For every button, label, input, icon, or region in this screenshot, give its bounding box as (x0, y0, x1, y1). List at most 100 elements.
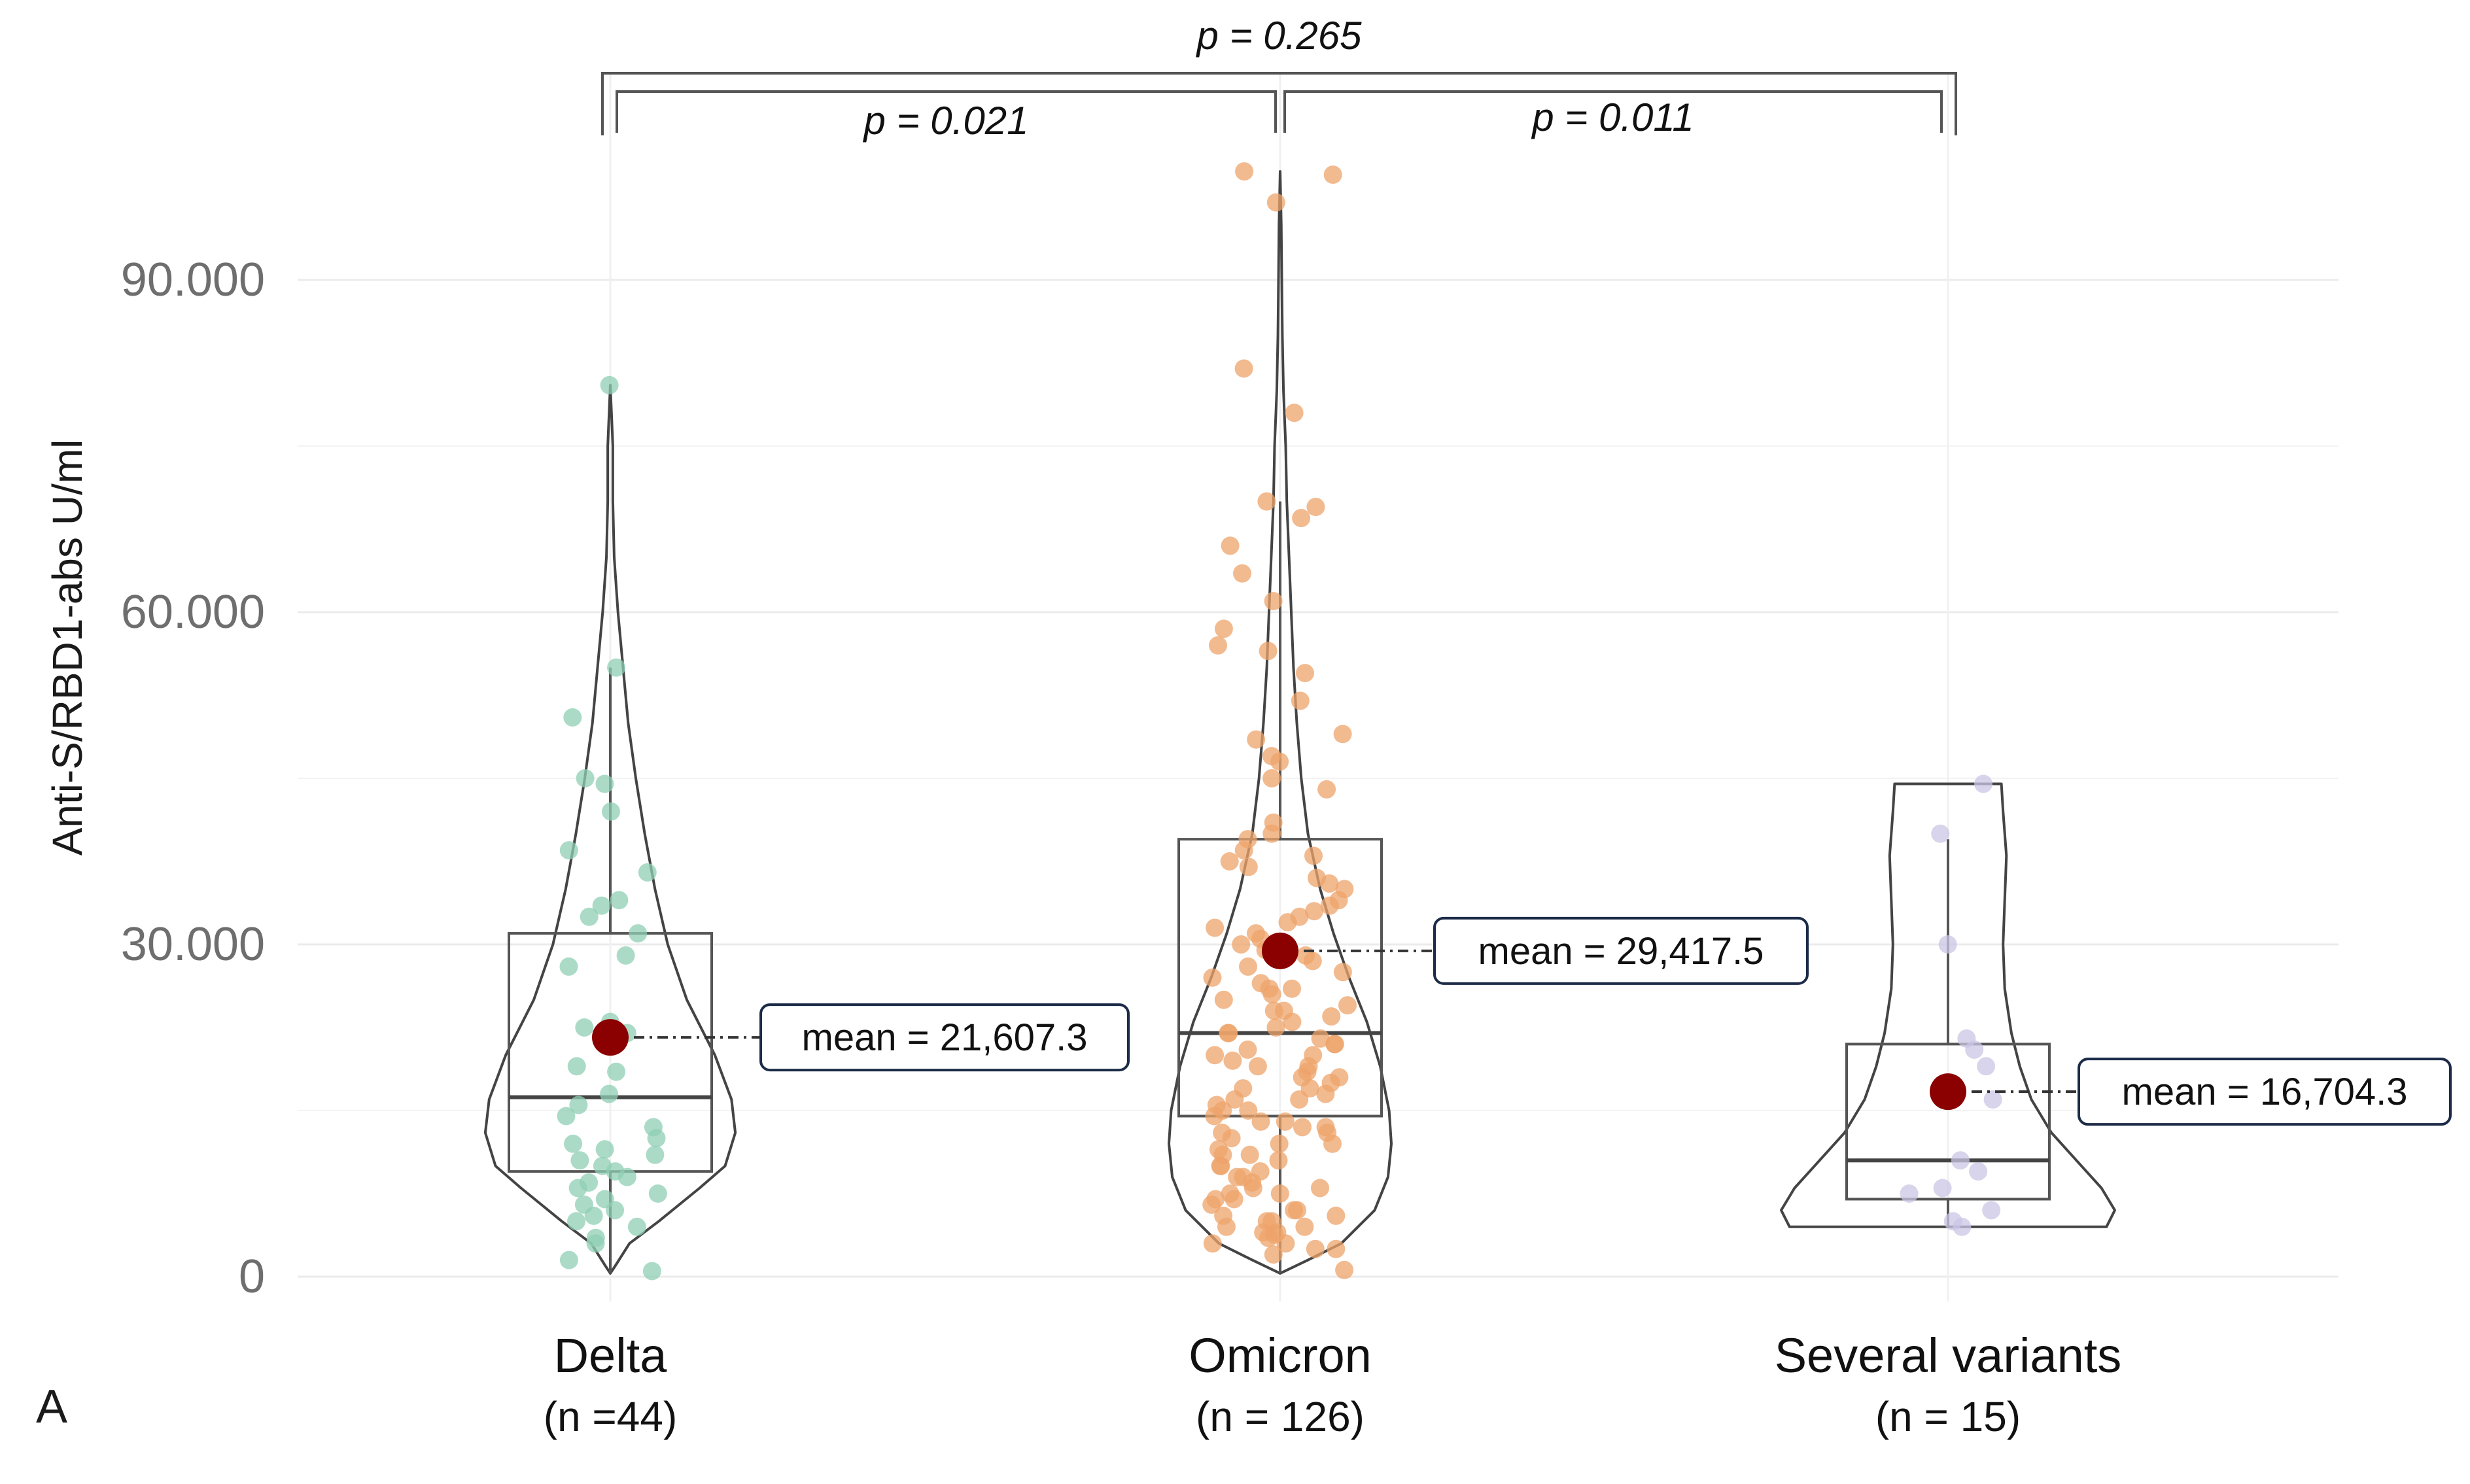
p-value-delta-omicron: p = 0.021 (863, 99, 1029, 143)
data-point-delta (607, 658, 626, 677)
data-point-omicron (1206, 1190, 1225, 1209)
bracket-delta-omicron (616, 90, 1277, 133)
data-point-omicron (1214, 619, 1233, 638)
data-point-omicron (1251, 1112, 1270, 1131)
group-n-label-several: (n = 15) (1875, 1393, 2021, 1440)
data-point-omicron (1205, 1107, 1224, 1126)
data-point-several (1982, 1201, 2001, 1220)
data-point-omicron (1295, 1217, 1314, 1236)
data-point-omicron (1217, 1217, 1236, 1236)
mean-dot-several (1930, 1073, 1966, 1111)
data-point-omicron (1209, 636, 1227, 655)
data-point-delta (646, 1145, 665, 1164)
mean-label-box-omicron (1433, 916, 1809, 985)
data-point-omicron (1270, 752, 1289, 771)
data-point-delta (616, 946, 635, 965)
y-tick-label: 0 (239, 1251, 265, 1303)
data-point-omicron (1225, 1090, 1244, 1109)
data-point-omicron (1325, 1035, 1344, 1054)
panel-label: A (36, 1381, 67, 1433)
mean-label-omicron: mean = 29,417.5 (1478, 930, 1764, 973)
data-point-omicron (1221, 536, 1240, 555)
data-point-omicron (1264, 592, 1283, 611)
data-point-omicron (1269, 1151, 1288, 1170)
bracket-delta-several (601, 72, 1957, 135)
p-value-delta-several: p = 0.265 (1196, 14, 1363, 58)
data-point-delta (564, 1134, 583, 1153)
data-point-several (1974, 774, 1992, 793)
data-point-omicron (1206, 918, 1225, 937)
data-point-several (1969, 1162, 1988, 1181)
data-point-omicron (1274, 1001, 1293, 1020)
data-point-several (1977, 1057, 1996, 1076)
group-n-label-omicron: (n = 126) (1196, 1393, 1365, 1440)
data-point-omicron (1239, 1101, 1258, 1120)
data-point-omicron (1203, 968, 1222, 987)
data-point-omicron (1338, 996, 1357, 1015)
data-point-omicron (1264, 1245, 1283, 1264)
x-tick-labels: Delta (n =44) Omicron (n = 126) Several vari… (544, 1328, 2122, 1440)
data-point-omicron (1270, 1134, 1289, 1153)
data-point-delta (618, 1167, 636, 1186)
data-point-omicron (1257, 492, 1276, 511)
data-point-omicron (1306, 498, 1325, 517)
data-point-omicron (1270, 1184, 1289, 1203)
data-point-omicron (1219, 1024, 1238, 1043)
data-point-delta (592, 896, 611, 915)
data-point-delta (600, 1084, 619, 1103)
data-point-delta (584, 1206, 603, 1225)
data-point-omicron (1323, 165, 1342, 184)
data-point-omicron (1262, 824, 1281, 843)
y-tick-label: 90.000 (121, 254, 265, 306)
violin-omicron (1168, 170, 1393, 1275)
data-point-several (1931, 824, 1950, 843)
group-n-label-delta: (n =44) (544, 1393, 678, 1440)
data-point-omicron (1259, 642, 1278, 661)
data-point-omicron (1233, 564, 1251, 583)
data-point-omicron (1239, 957, 1257, 976)
data-point-delta (647, 1129, 666, 1148)
data-point-several (1953, 1217, 1972, 1236)
data-point-several (1933, 1179, 1952, 1198)
data-point-delta (586, 1234, 605, 1253)
data-point-omicron (1306, 1239, 1325, 1258)
data-point-omicron (1262, 769, 1281, 787)
data-point-delta (602, 802, 620, 821)
data-point-omicron (1239, 857, 1258, 876)
data-point-omicron (1293, 1118, 1312, 1137)
data-point-omicron (1206, 1046, 1225, 1065)
data-point-several (1900, 1184, 1919, 1203)
data-point-omicron (1223, 1051, 1242, 1070)
data-point-delta (567, 1057, 586, 1076)
data-point-omicron (1247, 730, 1266, 749)
data-point-delta (567, 1212, 585, 1231)
data-point-omicron (1327, 1239, 1346, 1258)
data-point-omicron (1248, 1057, 1267, 1076)
data-point-omicron (1278, 913, 1297, 932)
mean-label-delta: mean = 21,607.3 (802, 1016, 1088, 1059)
bracket-omicron-several (1283, 90, 1943, 133)
data-point-omicron (1330, 1068, 1349, 1087)
data-point-delta (563, 708, 582, 727)
data-point-omicron (1225, 1190, 1244, 1209)
violin-several (1780, 782, 2116, 1228)
data-point-delta (642, 1262, 661, 1281)
data-point-delta (568, 1179, 587, 1198)
data-point-delta (570, 1151, 589, 1170)
mean-markers: mean = 21,607.3 mean = 29,417.5 mean = 16,… (592, 916, 2452, 1126)
data-point-omicron (1265, 1225, 1284, 1244)
data-point-omicron (1266, 1018, 1285, 1037)
data-point-omicron (1322, 1007, 1341, 1026)
data-point-omicron (1234, 841, 1253, 860)
data-point-omicron (1304, 846, 1323, 865)
box-several (1845, 1043, 2051, 1201)
data-point-delta (627, 1217, 646, 1236)
data-point-delta (559, 1251, 578, 1269)
data-point-omicron (1320, 896, 1339, 915)
mean-label-box-several (2078, 1058, 2452, 1126)
data-point-several (1983, 1090, 2002, 1109)
data-point-omicron (1260, 979, 1279, 998)
data-point-omicron (1335, 1260, 1354, 1279)
data-point-delta (576, 769, 595, 787)
